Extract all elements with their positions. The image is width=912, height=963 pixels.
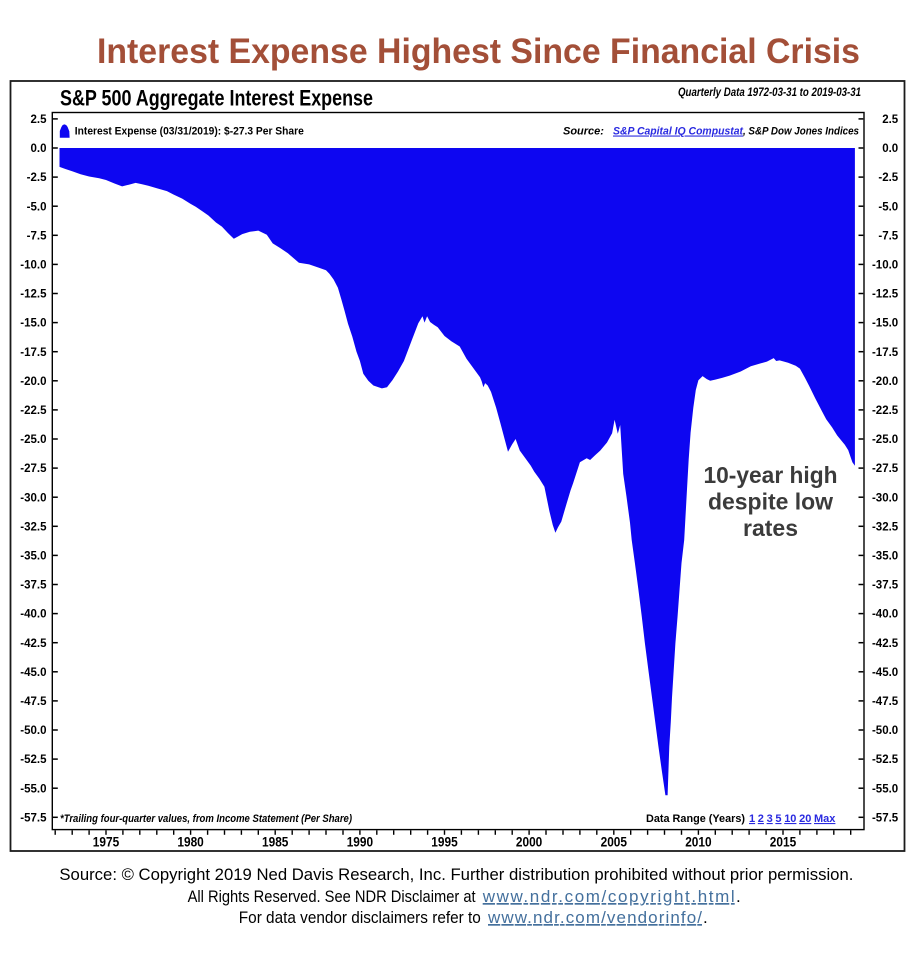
svg-text:2: 2	[758, 813, 764, 825]
svg-text:-22.5: -22.5	[20, 405, 47, 417]
svg-text:-42.5: -42.5	[20, 638, 47, 650]
svg-text:-50.0: -50.0	[872, 725, 898, 737]
svg-text:S&P 500 Aggregate Interest Exp: S&P 500 Aggregate Interest Expense	[60, 86, 373, 111]
svg-text:-7.5: -7.5	[878, 230, 898, 242]
svg-text:-25.0: -25.0	[20, 434, 46, 446]
svg-text:1: 1	[749, 813, 755, 825]
svg-text:-27.5: -27.5	[20, 463, 47, 475]
svg-text:Data Range (Years): Data Range (Years)	[646, 813, 745, 825]
svg-text:-2.5: -2.5	[27, 172, 47, 184]
svg-text:.: .	[703, 908, 708, 927]
svg-text:2015: 2015	[770, 834, 797, 850]
svg-text:-47.5: -47.5	[20, 696, 47, 708]
svg-text:-47.5: -47.5	[872, 696, 899, 708]
svg-text:-40.0: -40.0	[20, 609, 46, 621]
svg-text:-30.0: -30.0	[872, 492, 898, 504]
svg-text:Quarterly Data 1972-03-31 to 2: Quarterly Data 1972-03-31 to 2019-03-31	[678, 85, 861, 99]
svg-text:10-year high: 10-year high	[704, 462, 838, 488]
svg-text:-5.0: -5.0	[878, 201, 898, 213]
svg-text:-40.0: -40.0	[872, 609, 898, 621]
svg-text:-37.5: -37.5	[872, 580, 899, 592]
svg-text:-12.5: -12.5	[20, 289, 47, 301]
svg-text:-20.0: -20.0	[872, 376, 898, 388]
svg-text:-52.5: -52.5	[872, 754, 899, 766]
svg-text:-45.0: -45.0	[872, 667, 898, 679]
svg-text:3: 3	[767, 813, 773, 825]
svg-text:For data vendor disclaimers re: For data vendor disclaimers refer to	[239, 908, 481, 927]
svg-text:-15.0: -15.0	[20, 318, 46, 330]
svg-text:.: .	[736, 887, 741, 906]
svg-text:-50.0: -50.0	[20, 725, 46, 737]
svg-text:-32.5: -32.5	[20, 521, 47, 533]
svg-text:-2.5: -2.5	[878, 172, 898, 184]
svg-text:S&P Capital IQ Compustat: S&P Capital IQ Compustat	[613, 126, 744, 138]
svg-text:Interest Expense Highest Since: Interest Expense Highest Since Financial…	[97, 32, 860, 71]
svg-text:-57.5: -57.5	[872, 812, 899, 824]
svg-text:2005: 2005	[601, 834, 628, 850]
svg-text:-22.5: -22.5	[872, 405, 899, 417]
svg-text:-20.0: -20.0	[20, 376, 46, 388]
svg-text:10: 10	[784, 813, 796, 825]
svg-text:-5.0: -5.0	[27, 201, 47, 213]
svg-text:-7.5: -7.5	[27, 230, 47, 242]
svg-text:despite low: despite low	[708, 489, 833, 515]
svg-text:-12.5: -12.5	[872, 289, 899, 301]
svg-text:-42.5: -42.5	[872, 638, 899, 650]
svg-text:-35.0: -35.0	[872, 551, 898, 563]
svg-text:2010: 2010	[685, 834, 712, 850]
svg-text:20: 20	[799, 813, 811, 825]
svg-text:Interest Expense (03/31/2019):: Interest Expense (03/31/2019): $-27.3 Pe…	[75, 126, 304, 138]
svg-text:2.5: 2.5	[882, 114, 899, 126]
svg-text:-17.5: -17.5	[872, 347, 899, 359]
svg-text:-27.5: -27.5	[872, 463, 899, 475]
svg-text:All Rights Reserved. See NDR D: All Rights Reserved. See NDR Disclaimer …	[188, 887, 476, 906]
svg-text:-52.5: -52.5	[20, 754, 47, 766]
svg-text:1980: 1980	[177, 834, 204, 850]
svg-text:www.ndr.com/vendorinfo/: www.ndr.com/vendorinfo/	[487, 908, 702, 927]
svg-text:0.0: 0.0	[882, 143, 898, 155]
svg-text:-30.0: -30.0	[20, 492, 46, 504]
svg-text:-32.5: -32.5	[872, 521, 899, 533]
svg-text:Source: © Copyright 2019 Ned D: Source: © Copyright 2019 Ned Davis Resea…	[59, 865, 853, 884]
svg-text:1990: 1990	[347, 834, 374, 850]
svg-text:1985: 1985	[262, 834, 289, 850]
svg-text:www.ndr.com/copyright.html: www.ndr.com/copyright.html	[482, 887, 735, 906]
svg-text:2000: 2000	[516, 834, 543, 850]
svg-text:-55.0: -55.0	[872, 783, 898, 795]
svg-text:-45.0: -45.0	[20, 667, 46, 679]
svg-text:2.5: 2.5	[31, 114, 48, 126]
svg-text:0.0: 0.0	[31, 143, 47, 155]
svg-text:Source:: Source:	[563, 126, 604, 138]
svg-text:*Trailing four-quarter values,: *Trailing four-quarter values, from Inco…	[60, 813, 352, 825]
svg-text:, S&P Dow Jones Indices: , S&P Dow Jones Indices	[742, 126, 859, 138]
svg-text:-10.0: -10.0	[20, 260, 46, 272]
svg-text:-57.5: -57.5	[20, 812, 47, 824]
svg-text:rates: rates	[743, 515, 798, 541]
svg-text:1995: 1995	[431, 834, 458, 850]
svg-text:-35.0: -35.0	[20, 551, 46, 563]
svg-text:-37.5: -37.5	[20, 580, 47, 592]
svg-text:-25.0: -25.0	[872, 434, 898, 446]
svg-text:-17.5: -17.5	[20, 347, 47, 359]
svg-text:-10.0: -10.0	[872, 260, 898, 272]
svg-text:-55.0: -55.0	[20, 783, 46, 795]
svg-text:Max: Max	[814, 813, 836, 825]
svg-text:1975: 1975	[93, 834, 120, 850]
svg-text:5: 5	[775, 813, 781, 825]
svg-text:-15.0: -15.0	[872, 318, 898, 330]
